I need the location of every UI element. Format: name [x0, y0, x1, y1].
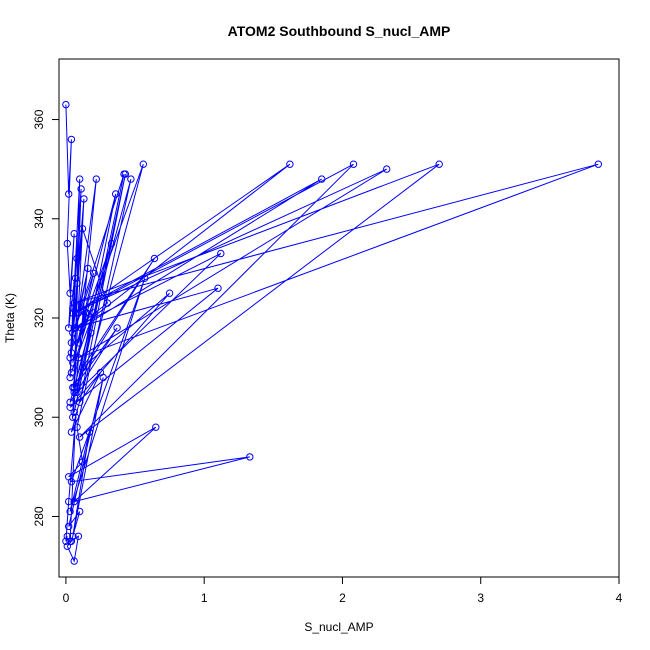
x-axis-label: S_nucl_AMP — [304, 620, 373, 634]
data-point — [62, 100, 70, 109]
data-point — [71, 274, 80, 282]
data-point — [214, 284, 222, 292]
data-point — [89, 269, 98, 277]
data-point — [78, 225, 87, 233]
data-point — [70, 299, 78, 307]
series-line — [65, 104, 599, 563]
y-axis-label: Theta (K) — [3, 293, 17, 343]
data-point — [65, 522, 73, 531]
data-point — [113, 324, 121, 332]
data-point — [70, 383, 78, 392]
data-point — [69, 329, 77, 337]
data-point — [78, 458, 87, 466]
data-point — [67, 135, 76, 144]
data-point — [66, 403, 74, 411]
y-tick-label: 280 — [32, 506, 46, 526]
x-axis: 0 1 2 3 4 — [63, 576, 623, 605]
data-point — [67, 478, 76, 486]
data-point — [152, 423, 160, 431]
data-point — [69, 309, 77, 317]
chart-title: ATOM2 Southbound S_nucl_AMP — [228, 23, 451, 39]
data-point — [107, 239, 116, 248]
data-point — [67, 368, 76, 377]
data-point — [73, 279, 81, 287]
data-point — [70, 230, 78, 238]
data-point — [70, 497, 78, 506]
data-point — [77, 324, 85, 332]
data-point — [85, 428, 94, 436]
data-point — [74, 532, 83, 540]
data-point — [78, 363, 87, 372]
data-point — [62, 537, 70, 545]
data-point — [594, 160, 602, 168]
data-point — [74, 354, 83, 362]
data-point — [246, 453, 254, 461]
y-tick-label: 300 — [32, 407, 46, 427]
data-point — [73, 383, 81, 392]
data-point — [73, 423, 81, 431]
data-point — [99, 373, 107, 382]
data-point — [435, 160, 443, 168]
data-point — [150, 254, 159, 263]
data-point — [77, 185, 85, 193]
data-point — [165, 289, 174, 297]
data-point — [76, 433, 84, 441]
data-point — [66, 373, 74, 382]
data-point — [217, 249, 225, 258]
data-point — [63, 239, 72, 248]
data-point — [70, 557, 78, 565]
data-point — [92, 175, 101, 183]
data-point — [66, 507, 74, 516]
data-point — [67, 349, 76, 357]
data-point — [74, 339, 83, 347]
data-point — [76, 175, 84, 183]
data-point — [286, 160, 294, 168]
data-point — [89, 309, 98, 317]
y-tick-label: 340 — [32, 208, 46, 228]
data-point — [139, 160, 148, 168]
data-point — [84, 264, 92, 273]
data-point — [73, 254, 81, 263]
data-point — [63, 532, 72, 540]
data-point — [71, 309, 80, 317]
data-point — [71, 413, 80, 421]
data-point — [67, 339, 76, 347]
y-tick-label: 320 — [32, 308, 46, 328]
data-point — [141, 274, 149, 282]
data-point — [120, 170, 128, 178]
x-tick-label: 1 — [201, 591, 208, 605]
data-point — [67, 428, 76, 436]
series-layer — [62, 100, 602, 565]
data-point — [76, 507, 84, 516]
data-point — [349, 160, 358, 168]
data-point — [87, 329, 95, 337]
data-point — [65, 497, 73, 506]
data-point — [70, 408, 78, 416]
x-tick-label: 0 — [63, 591, 70, 605]
data-point — [127, 175, 135, 183]
data-point — [80, 195, 88, 203]
data-point — [112, 190, 120, 198]
data-point — [69, 413, 77, 421]
data-point — [69, 359, 77, 367]
data-point — [318, 175, 326, 183]
y-axis: 280 300 320 340 360 — [32, 109, 60, 526]
data-point — [76, 398, 84, 406]
data-point — [66, 289, 74, 297]
data-point — [66, 398, 74, 406]
x-tick-label: 4 — [616, 591, 623, 605]
data-point — [383, 165, 391, 173]
data-point — [65, 190, 73, 198]
x-tick-label: 2 — [339, 591, 346, 605]
x-tick-label: 3 — [477, 591, 484, 605]
y-tick-label: 360 — [32, 109, 46, 129]
data-point — [103, 299, 112, 307]
